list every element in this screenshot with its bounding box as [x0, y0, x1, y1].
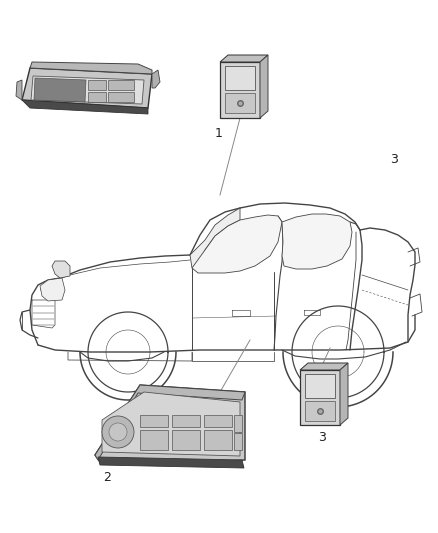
Polygon shape — [140, 430, 168, 450]
Polygon shape — [225, 93, 255, 113]
Polygon shape — [172, 415, 200, 427]
Polygon shape — [22, 68, 152, 108]
Circle shape — [102, 416, 134, 448]
Polygon shape — [300, 370, 340, 425]
Polygon shape — [234, 415, 242, 432]
Polygon shape — [225, 66, 255, 90]
Polygon shape — [98, 457, 244, 468]
Polygon shape — [260, 55, 268, 118]
Polygon shape — [95, 385, 245, 462]
Circle shape — [109, 423, 127, 441]
Polygon shape — [305, 374, 335, 398]
Text: 2: 2 — [103, 471, 111, 483]
Polygon shape — [300, 363, 348, 370]
Polygon shape — [22, 100, 148, 114]
Polygon shape — [88, 92, 106, 102]
Polygon shape — [34, 78, 86, 102]
Polygon shape — [30, 62, 152, 74]
Polygon shape — [172, 430, 200, 450]
Polygon shape — [204, 430, 232, 450]
Polygon shape — [192, 215, 282, 273]
Text: 1: 1 — [215, 127, 223, 140]
Polygon shape — [108, 80, 134, 90]
Polygon shape — [95, 385, 245, 460]
Polygon shape — [31, 76, 144, 104]
Polygon shape — [234, 433, 242, 450]
Polygon shape — [140, 415, 168, 427]
Polygon shape — [282, 214, 352, 269]
Polygon shape — [108, 92, 134, 102]
Text: 3: 3 — [390, 154, 398, 166]
Polygon shape — [16, 80, 22, 100]
Polygon shape — [88, 80, 106, 90]
Polygon shape — [190, 208, 240, 268]
Polygon shape — [40, 278, 65, 301]
Polygon shape — [204, 415, 232, 427]
Text: 3: 3 — [318, 431, 326, 443]
Polygon shape — [52, 261, 70, 278]
Polygon shape — [305, 401, 335, 421]
Polygon shape — [102, 392, 240, 456]
Polygon shape — [152, 70, 160, 88]
Polygon shape — [220, 55, 268, 62]
Polygon shape — [220, 62, 260, 118]
Polygon shape — [340, 363, 348, 425]
